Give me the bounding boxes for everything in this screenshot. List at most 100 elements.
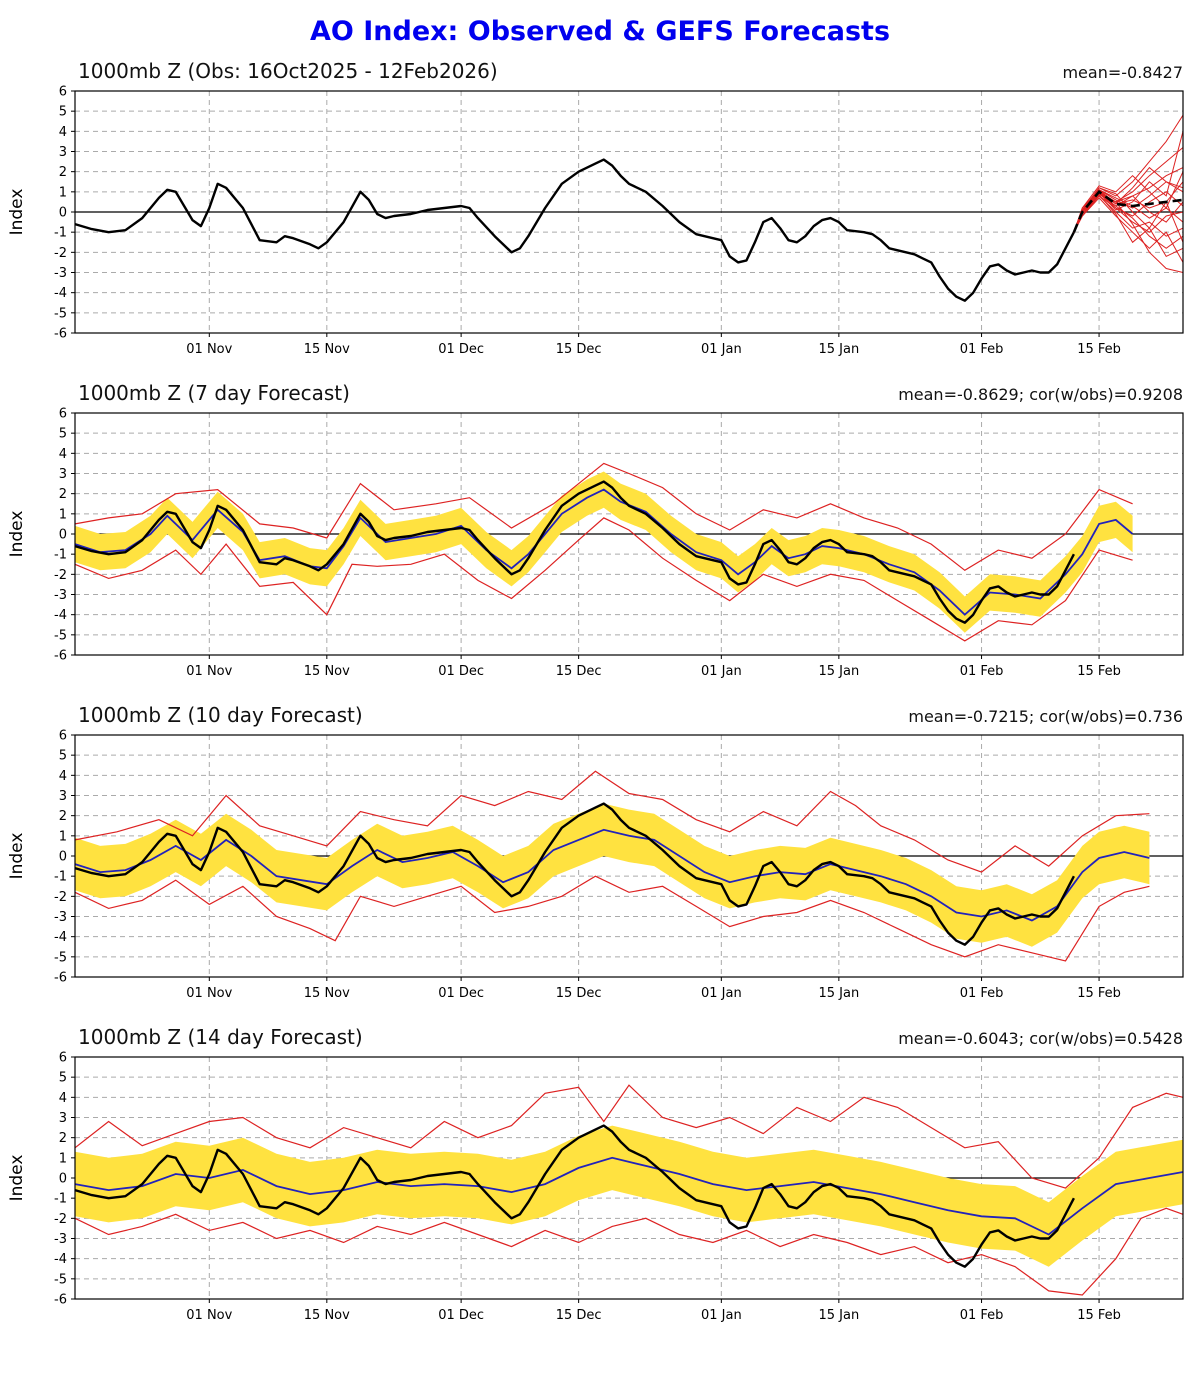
y-tick-label: 5 — [59, 1071, 67, 1086]
envelope-upper-line — [74, 770, 1150, 873]
panel-forecast-7day-title: 1000mb Z (7 day Forecast) — [78, 381, 350, 405]
plot-frame — [74, 90, 1184, 334]
y-tick-label: -5 — [54, 1272, 67, 1287]
x-tick-label: 15 Dec — [556, 1308, 602, 1323]
y-tick-label: 2 — [59, 809, 67, 824]
y-tick-label: 6 — [59, 407, 67, 422]
y-tick-label: 1 — [59, 829, 67, 844]
y-tick-label: 3 — [59, 1111, 67, 1126]
envelope-upper-line — [74, 462, 1133, 572]
y-tick-label: -2 — [54, 568, 67, 583]
y-tick-label: 3 — [59, 789, 67, 804]
y-axis-label: Index — [7, 189, 27, 236]
y-tick-label: 2 — [59, 165, 67, 180]
x-tick-label: 15 Nov — [304, 986, 350, 1001]
x-tick-label: 01 Dec — [438, 342, 484, 357]
x-tick-label: 15 Jan — [818, 1308, 859, 1323]
y-tick-label: -3 — [54, 910, 67, 925]
ensemble-spread-band — [75, 471, 1133, 633]
forecast-10day-chart: Index -6 -5 -4 -3 -2 -1 0 1 2 3 4 5 6 01 Nov 15 Nov 01 D… — [7, 729, 1184, 1001]
y-tick-label: -1 — [54, 226, 67, 241]
x-tick-label: 15 Nov — [304, 342, 350, 357]
observed-line — [74, 480, 1075, 624]
envelope-lower-line — [74, 517, 1133, 642]
y-tick-label: -1 — [54, 870, 67, 885]
panel-observed-stats: mean=-0.8427 — [1062, 63, 1183, 82]
y-tick-label: -2 — [54, 1212, 67, 1227]
ensemble-mean-dashed-line — [1072, 190, 1184, 233]
y-tick-label: -2 — [54, 246, 67, 261]
x-tick-label: 01 Jan — [701, 342, 742, 357]
x-tick-label: 01 Feb — [960, 986, 1004, 1001]
y-tick-label: 0 — [59, 528, 67, 543]
y-tick-label: -5 — [54, 950, 67, 965]
x-tick-label: 15 Jan — [818, 664, 859, 679]
y-tick-label: 5 — [59, 105, 67, 120]
panel-observed-header: 1000mb Z (Obs: 16Oct2025 - 12Feb2026) me… — [0, 57, 1200, 85]
y-tick-label: 3 — [59, 145, 67, 160]
y-tick-label: -6 — [54, 649, 67, 664]
spaghetti-member-line — [1073, 166, 1184, 233]
observed-line — [74, 158, 1075, 302]
x-tick-label: 15 Dec — [556, 342, 602, 357]
x-tick-label: 01 Dec — [438, 1308, 484, 1323]
x-tick-label: 01 Nov — [186, 986, 232, 1001]
y-tick-label: 6 — [59, 85, 67, 100]
y-tick-label: -6 — [54, 327, 67, 342]
panel-forecast-14day-stats: mean=-0.6043; cor(w/obs)=0.5428 — [898, 1029, 1183, 1048]
panel-forecast-14day-title: 1000mb Z (14 day Forecast) — [78, 1025, 363, 1049]
y-tick-label: 5 — [59, 427, 67, 442]
y-tick-label: -1 — [54, 548, 67, 563]
x-tick-label: 01 Nov — [186, 342, 232, 357]
y-tick-label: -6 — [54, 1293, 67, 1308]
panel-forecast-7day-header: 1000mb Z (7 day Forecast) mean=-0.8629; … — [0, 379, 1200, 407]
y-tick-label: -4 — [54, 930, 67, 945]
panel-forecast-7day: 1000mb Z (7 day Forecast) mean=-0.8629; … — [0, 379, 1200, 695]
observed-line — [74, 802, 1075, 946]
x-tick-label: 15 Dec — [556, 986, 602, 1001]
forecast-mean-line — [74, 488, 1134, 616]
x-tick-label: 15 Feb — [1077, 986, 1121, 1001]
panel-observed-title: 1000mb Z (Obs: 16Oct2025 - 12Feb2026) — [78, 59, 498, 83]
envelope-lower-line — [74, 1207, 1184, 1296]
panel-forecast-10day-stats: mean=-0.7215; cor(w/obs)=0.736 — [908, 707, 1183, 726]
y-tick-label: -3 — [54, 588, 67, 603]
spaghetti-member-line — [1073, 194, 1184, 244]
plot-frame — [74, 734, 1184, 978]
x-tick-label: 01 Feb — [960, 1308, 1004, 1323]
y-tick-label: 4 — [59, 125, 67, 140]
envelope-upper-line — [74, 1084, 1184, 1189]
ensemble-spread-band — [75, 803, 1150, 947]
panel-observed: 1000mb Z (Obs: 16Oct2025 - 12Feb2026) me… — [0, 57, 1200, 373]
page-title: AO Index: Observed & GEFS Forecasts — [309, 16, 891, 47]
x-tick-label: 15 Feb — [1077, 664, 1121, 679]
y-tick-label: 2 — [59, 1131, 67, 1146]
y-tick-label: 4 — [59, 447, 67, 462]
y-tick-label: -3 — [54, 1232, 67, 1247]
x-tick-label: 01 Dec — [438, 986, 484, 1001]
y-tick-label: -3 — [54, 266, 67, 281]
y-tick-label: -5 — [54, 628, 67, 643]
x-tick-label: 01 Jan — [701, 1308, 742, 1323]
y-tick-label: 1 — [59, 1151, 67, 1166]
x-tick-label: 01 Jan — [701, 986, 742, 1001]
forecast-mean-line — [74, 1156, 1184, 1236]
x-tick-label: 15 Jan — [818, 342, 859, 357]
y-axis-label: Index — [7, 511, 27, 558]
y-tick-label: 1 — [59, 507, 67, 522]
plot-frame — [74, 412, 1184, 656]
y-tick-label: 4 — [59, 1091, 67, 1106]
y-tick-label: 6 — [59, 729, 67, 744]
spaghetti-member-line — [1073, 147, 1184, 233]
envelope-lower-line — [74, 875, 1150, 962]
x-tick-label: 15 Jan — [818, 986, 859, 1001]
y-tick-label: 0 — [59, 206, 67, 221]
forecast-mean-line — [74, 828, 1150, 922]
x-tick-label: 01 Jan — [701, 664, 742, 679]
y-tick-label: 2 — [59, 487, 67, 502]
y-tick-label: 0 — [59, 850, 67, 865]
panel-forecast-7day-stats: mean=-0.8629; cor(w/obs)=0.9208 — [898, 385, 1183, 404]
x-tick-label: 01 Feb — [960, 342, 1004, 357]
observed-line — [74, 1124, 1075, 1268]
x-tick-label: 15 Nov — [304, 1308, 350, 1323]
